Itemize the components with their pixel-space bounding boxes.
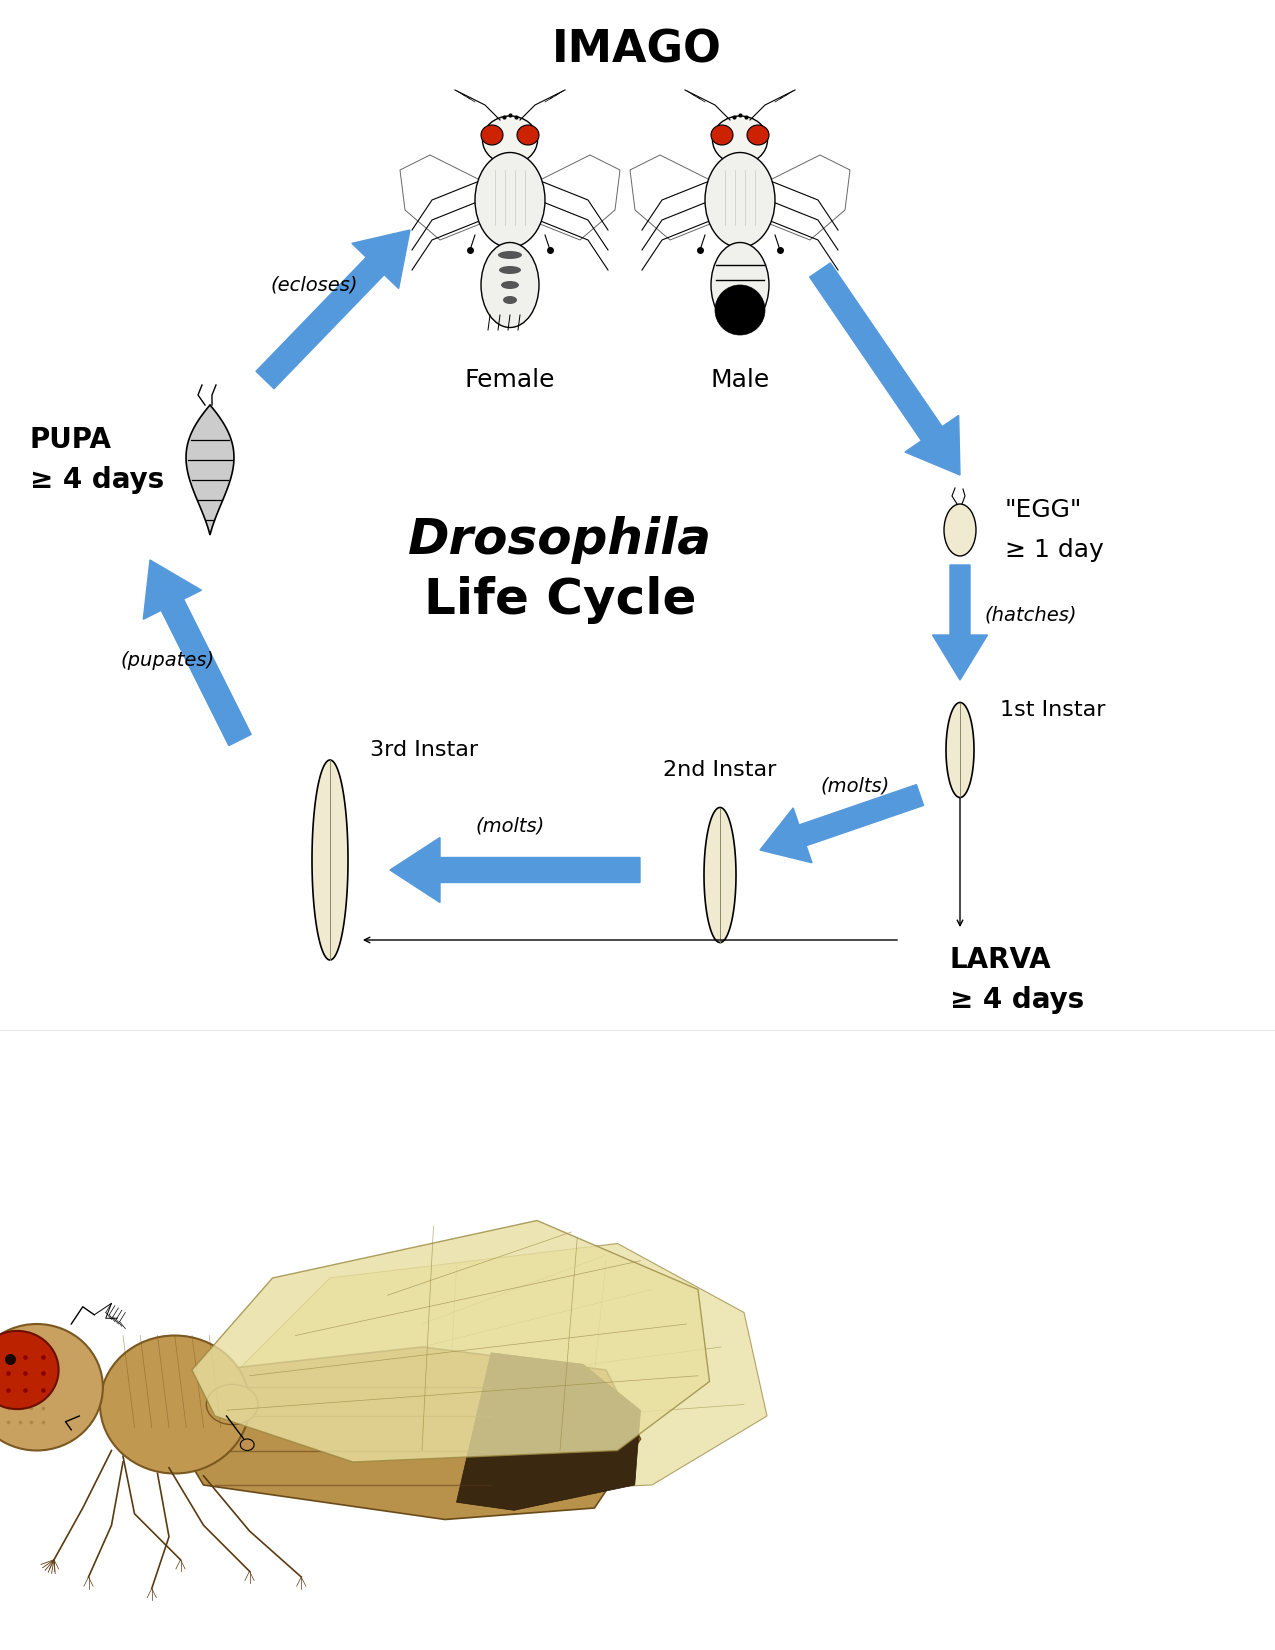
Text: ≥ 4 days: ≥ 4 days [31,465,164,493]
Polygon shape [312,761,348,960]
Ellipse shape [705,152,775,248]
Ellipse shape [99,1335,250,1473]
Ellipse shape [711,125,733,145]
Ellipse shape [711,243,769,327]
Polygon shape [630,155,731,239]
Ellipse shape [504,295,516,304]
Ellipse shape [481,243,539,327]
Text: (hatches): (hatches) [986,606,1077,624]
Ellipse shape [0,1323,103,1450]
Text: ≥ 4 days: ≥ 4 days [950,987,1084,1015]
FancyArrow shape [256,229,411,389]
Polygon shape [750,155,850,239]
Text: Male: Male [710,368,770,393]
Polygon shape [946,703,974,797]
Ellipse shape [207,1384,258,1424]
Ellipse shape [516,125,539,145]
FancyArrow shape [932,564,988,680]
Polygon shape [704,807,736,942]
Polygon shape [456,1353,640,1510]
FancyArrow shape [390,838,640,903]
Text: (ecloses): (ecloses) [270,276,357,294]
Ellipse shape [501,280,519,289]
Polygon shape [186,404,235,535]
Polygon shape [170,1346,640,1520]
Text: Female: Female [465,368,555,393]
Ellipse shape [482,116,538,163]
Ellipse shape [499,266,521,274]
Ellipse shape [944,503,975,556]
Ellipse shape [481,125,504,145]
FancyArrow shape [143,559,251,746]
FancyArrow shape [760,785,923,863]
Text: ≥ 1 day: ≥ 1 day [1005,538,1104,563]
Text: LARVA: LARVA [950,945,1052,974]
Ellipse shape [476,152,544,248]
Text: PUPA: PUPA [31,426,112,454]
Text: "EGG": "EGG" [1005,498,1082,521]
Text: Life Cycle: Life Cycle [423,576,696,624]
Ellipse shape [713,116,768,163]
Polygon shape [400,155,500,239]
Text: 2nd Instar: 2nd Instar [663,761,776,780]
Ellipse shape [715,285,765,335]
Polygon shape [193,1221,709,1462]
Text: 1st Instar: 1st Instar [1000,700,1105,719]
Ellipse shape [0,1332,59,1409]
Ellipse shape [747,125,769,145]
Polygon shape [215,1244,768,1497]
Ellipse shape [240,1439,254,1450]
Text: IMAGO: IMAGO [552,28,722,71]
Text: Drosophila: Drosophila [408,516,711,564]
Ellipse shape [499,251,521,259]
Polygon shape [520,155,620,239]
FancyArrow shape [810,262,960,475]
Text: (molts): (molts) [820,776,890,795]
Text: (molts): (molts) [476,817,544,835]
Text: 3rd Instar: 3rd Instar [370,739,478,761]
Text: (pupates): (pupates) [120,650,214,670]
